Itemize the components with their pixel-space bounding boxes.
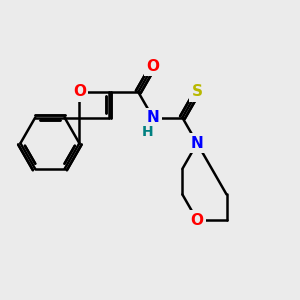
Text: O: O	[190, 213, 204, 228]
Text: S: S	[192, 85, 203, 100]
Text: H: H	[142, 125, 154, 139]
Text: O: O	[146, 59, 159, 74]
Text: N: N	[147, 110, 159, 125]
Text: O: O	[73, 85, 86, 100]
Text: N: N	[191, 136, 203, 151]
